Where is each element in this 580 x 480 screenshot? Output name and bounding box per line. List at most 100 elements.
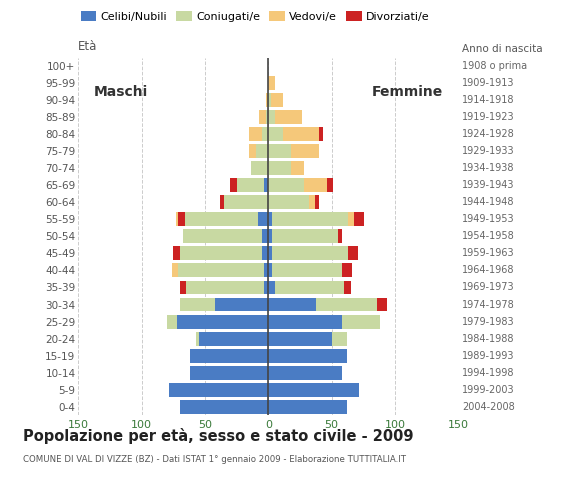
Text: 1964-1968: 1964-1968 <box>462 265 515 276</box>
Text: 1908 o prima: 1908 o prima <box>462 61 527 71</box>
Bar <box>268 161 291 175</box>
Bar <box>348 212 354 227</box>
Bar <box>271 93 284 107</box>
Bar <box>177 314 268 328</box>
Bar <box>268 264 272 277</box>
Bar <box>315 195 319 209</box>
Bar <box>196 332 198 346</box>
Text: 1984-1988: 1984-1988 <box>462 334 515 344</box>
Text: Maschi: Maschi <box>93 84 148 99</box>
Bar <box>180 280 186 294</box>
Bar <box>237 179 264 192</box>
Bar <box>316 298 377 312</box>
Bar <box>178 264 264 277</box>
Bar <box>268 179 304 192</box>
Bar <box>184 212 258 227</box>
Bar <box>342 264 352 277</box>
Bar <box>342 314 380 328</box>
Bar <box>327 179 333 192</box>
Bar <box>262 246 268 261</box>
Text: 1999-2003: 1999-2003 <box>462 384 515 395</box>
Text: 2004-2008: 2004-2008 <box>462 402 515 412</box>
Text: Femmine: Femmine <box>372 84 443 99</box>
Bar <box>304 179 327 192</box>
Text: 1919-1923: 1919-1923 <box>462 112 515 122</box>
Text: 1979-1983: 1979-1983 <box>462 316 515 326</box>
Bar <box>172 264 178 277</box>
Bar <box>178 212 184 227</box>
Bar <box>180 246 262 261</box>
Bar <box>268 280 274 294</box>
Bar <box>272 246 348 261</box>
Text: 1914-1918: 1914-1918 <box>462 95 515 105</box>
Text: 1954-1958: 1954-1958 <box>462 231 515 241</box>
Bar <box>249 127 262 141</box>
Bar <box>183 229 262 243</box>
Bar <box>268 212 272 227</box>
Bar <box>262 229 268 243</box>
Bar <box>268 348 347 362</box>
Text: 1969-1973: 1969-1973 <box>462 283 515 292</box>
Bar <box>268 332 332 346</box>
Bar <box>268 246 272 261</box>
Bar <box>173 246 180 261</box>
Bar <box>167 314 177 328</box>
Text: 1994-1998: 1994-1998 <box>462 368 515 378</box>
Bar <box>268 383 360 396</box>
Bar <box>332 332 347 346</box>
Legend: Celibi/Nubili, Coniugati/e, Vedovi/e, Divorziati/e: Celibi/Nubili, Coniugati/e, Vedovi/e, Di… <box>77 7 434 27</box>
Bar <box>345 280 350 294</box>
Text: 1959-1963: 1959-1963 <box>462 249 515 258</box>
Bar <box>258 212 268 227</box>
Bar <box>268 144 291 158</box>
Bar <box>190 366 268 380</box>
Bar <box>319 127 322 141</box>
Bar <box>274 110 302 124</box>
Bar <box>354 212 364 227</box>
Bar <box>262 127 268 141</box>
Bar <box>266 93 268 107</box>
Bar <box>268 110 274 124</box>
Bar <box>268 366 342 380</box>
Bar <box>268 400 347 414</box>
Bar <box>268 229 272 243</box>
Bar <box>268 314 342 328</box>
Text: Popolazione per età, sesso e stato civile - 2009: Popolazione per età, sesso e stato civil… <box>23 428 414 444</box>
Text: Anno di nascita: Anno di nascita <box>462 44 543 54</box>
Bar <box>264 280 268 294</box>
Bar <box>224 195 268 209</box>
Text: 1939-1943: 1939-1943 <box>462 180 515 190</box>
Text: 1944-1948: 1944-1948 <box>462 197 515 207</box>
Bar <box>338 229 342 243</box>
Bar <box>272 229 338 243</box>
Bar <box>272 212 348 227</box>
Bar <box>264 264 268 277</box>
Bar <box>274 280 345 294</box>
Bar <box>180 298 215 312</box>
Bar <box>291 144 319 158</box>
Text: 1929-1933: 1929-1933 <box>462 146 515 156</box>
Bar <box>266 110 268 124</box>
Text: 1934-1938: 1934-1938 <box>462 163 515 173</box>
Bar <box>377 298 387 312</box>
Bar <box>268 195 309 209</box>
Bar <box>268 76 274 90</box>
Text: 1949-1953: 1949-1953 <box>462 215 515 224</box>
Bar <box>186 280 264 294</box>
Text: 1989-1993: 1989-1993 <box>462 350 515 360</box>
Bar <box>272 264 342 277</box>
Bar <box>284 127 319 141</box>
Bar <box>251 161 268 175</box>
Bar <box>348 246 358 261</box>
Bar <box>190 348 268 362</box>
Bar <box>256 144 268 158</box>
Bar <box>176 212 178 227</box>
Text: COMUNE DI VAL DI VIZZE (BZ) - Dati ISTAT 1° gennaio 2009 - Elaborazione TUTTITAL: COMUNE DI VAL DI VIZZE (BZ) - Dati ISTAT… <box>23 455 406 464</box>
Bar <box>268 127 284 141</box>
Bar <box>268 298 316 312</box>
Bar <box>169 383 268 396</box>
Bar <box>268 93 271 107</box>
Text: 1924-1928: 1924-1928 <box>462 129 515 139</box>
Bar <box>230 179 237 192</box>
Bar <box>198 332 268 346</box>
